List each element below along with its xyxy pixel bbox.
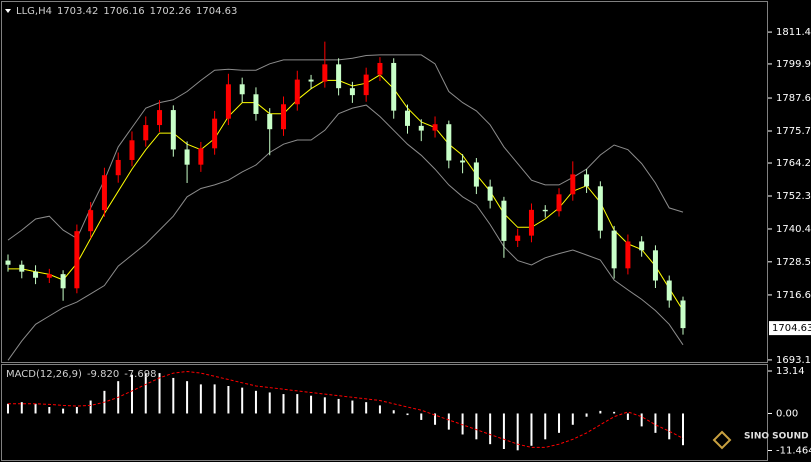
header-value: 1706.16 — [103, 6, 144, 17]
y-tick-label: 0.00 — [776, 408, 798, 419]
candle-body — [198, 148, 204, 165]
menu-triangle — [5, 9, 11, 13]
y-tick-label: 1764.20 — [776, 158, 811, 169]
candle-body — [446, 124, 452, 161]
candle-body — [157, 110, 163, 126]
candle-body — [666, 280, 672, 301]
y-tick-label: 1752.30 — [776, 191, 811, 202]
candle-body — [597, 186, 603, 231]
candle-body — [74, 231, 80, 289]
candle-body — [501, 200, 507, 241]
candle-body — [336, 64, 342, 89]
y-tick-label: -11.464 — [776, 446, 811, 457]
y-tick-label: 1787.65 — [776, 93, 811, 104]
candle-body — [60, 274, 66, 289]
panel-title: LLG,H4 — [16, 6, 52, 17]
candle-body — [404, 110, 410, 126]
watermark-logo — [712, 430, 732, 450]
candle-body — [281, 104, 287, 130]
y-tick-label: 1799.95 — [776, 59, 811, 70]
signal-line — [8, 370, 684, 448]
candle-body — [212, 118, 218, 149]
y-tick-label: 1728.55 — [776, 257, 811, 268]
candle-body — [5, 260, 11, 265]
last-price-box — [769, 321, 811, 336]
candle-body — [473, 162, 479, 187]
panel-title: MACD(12,26,9) — [6, 369, 82, 380]
candle-body — [33, 271, 39, 278]
header-value: -7.698 — [124, 369, 156, 380]
candle-body — [570, 174, 576, 195]
candle-body — [115, 159, 121, 176]
candle-body — [308, 79, 314, 82]
candle-body — [225, 84, 231, 119]
overlay-line — [8, 74, 684, 311]
candle-body — [680, 300, 686, 329]
price-panel-frame — [1, 1, 768, 363]
overlay-line — [7, 104, 684, 361]
header-value: 1703.42 — [57, 6, 98, 17]
candle-body — [391, 62, 397, 111]
candle-body — [377, 62, 383, 75]
candle-body — [19, 264, 25, 272]
header-value: 1704.63 — [196, 6, 237, 17]
y-tick-label: 13.14 — [776, 366, 805, 377]
candle-body — [611, 230, 617, 269]
y-tick-label: 1775.75 — [776, 126, 811, 137]
watermark-text: SINO SOUND — [744, 432, 809, 442]
macd-panel-frame — [1, 364, 768, 461]
candle-body — [432, 124, 438, 131]
candle-body — [46, 274, 52, 278]
last-price-label: 1704.63 — [772, 323, 811, 334]
y-tick-label: 1716.60 — [776, 290, 811, 301]
candle-body — [88, 210, 94, 232]
y-tick-label: 1693.15 — [776, 355, 811, 366]
candle-body — [322, 64, 328, 82]
candle-body — [363, 74, 369, 96]
candle-body — [418, 125, 424, 131]
candle-body — [584, 174, 590, 187]
candle-body — [487, 186, 493, 201]
y-tick-label: 1740.40 — [776, 224, 811, 235]
candle-body — [639, 241, 645, 251]
candle-body — [515, 235, 521, 241]
header-value: 1702.26 — [150, 6, 191, 17]
candle-body — [460, 160, 466, 163]
candle-body — [625, 241, 631, 269]
candle-body — [542, 209, 548, 212]
candle-body — [253, 94, 259, 114]
candle-body — [528, 209, 534, 236]
candle-body — [267, 113, 273, 130]
candle-body — [129, 140, 135, 160]
candle-body — [239, 84, 245, 95]
y-tick-label: 1811.45 — [776, 27, 811, 38]
candle-body — [101, 175, 107, 211]
candle-body — [556, 194, 562, 212]
candle-body — [184, 149, 190, 165]
watermark: SINO SOUND — [712, 430, 809, 450]
candle-body — [170, 110, 176, 150]
candle-body — [349, 88, 355, 96]
candle-body — [294, 79, 300, 105]
header-value: -9.820 — [87, 369, 119, 380]
candle-body — [143, 125, 149, 141]
candle-body — [652, 250, 658, 281]
